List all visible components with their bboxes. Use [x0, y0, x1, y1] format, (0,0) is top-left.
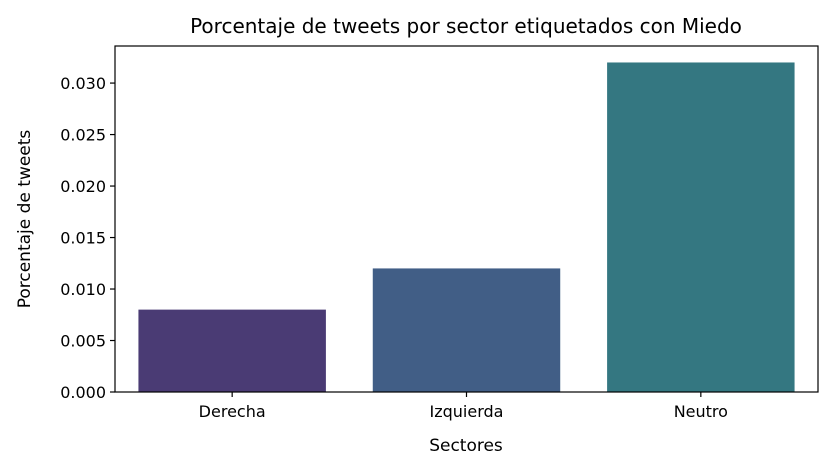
y-tick-label: 0.030	[60, 74, 106, 93]
chart-title: Porcentaje de tweets por sector etiqueta…	[190, 14, 742, 38]
y-tick-label: 0.010	[60, 280, 106, 299]
bar-izquierda	[372, 268, 561, 392]
plot-frame	[114, 45, 819, 393]
y-tick-label: 0.025	[60, 126, 106, 145]
x-tick-label: Neutro	[674, 402, 728, 421]
x-axis-label: Sectores	[429, 436, 503, 456]
x-tick-label: Izquierda	[430, 402, 504, 421]
bars-group	[138, 62, 795, 392]
x-tick-label: Derecha	[199, 402, 266, 421]
y-tick-label: 0.020	[60, 177, 106, 196]
bar-derecha	[138, 309, 326, 392]
y-axis-label: Porcentaje de tweets	[15, 130, 35, 309]
y-tick-label: 0.000	[60, 383, 106, 402]
bar-neutro	[607, 62, 795, 392]
y-axis: 0.000 0.005 0.010 0.015 0.020 0.025 0.030	[60, 74, 115, 402]
x-axis: Derecha Izquierda Neutro	[199, 392, 728, 421]
y-tick-label: 0.015	[60, 229, 106, 248]
y-tick-label: 0.005	[60, 332, 106, 351]
